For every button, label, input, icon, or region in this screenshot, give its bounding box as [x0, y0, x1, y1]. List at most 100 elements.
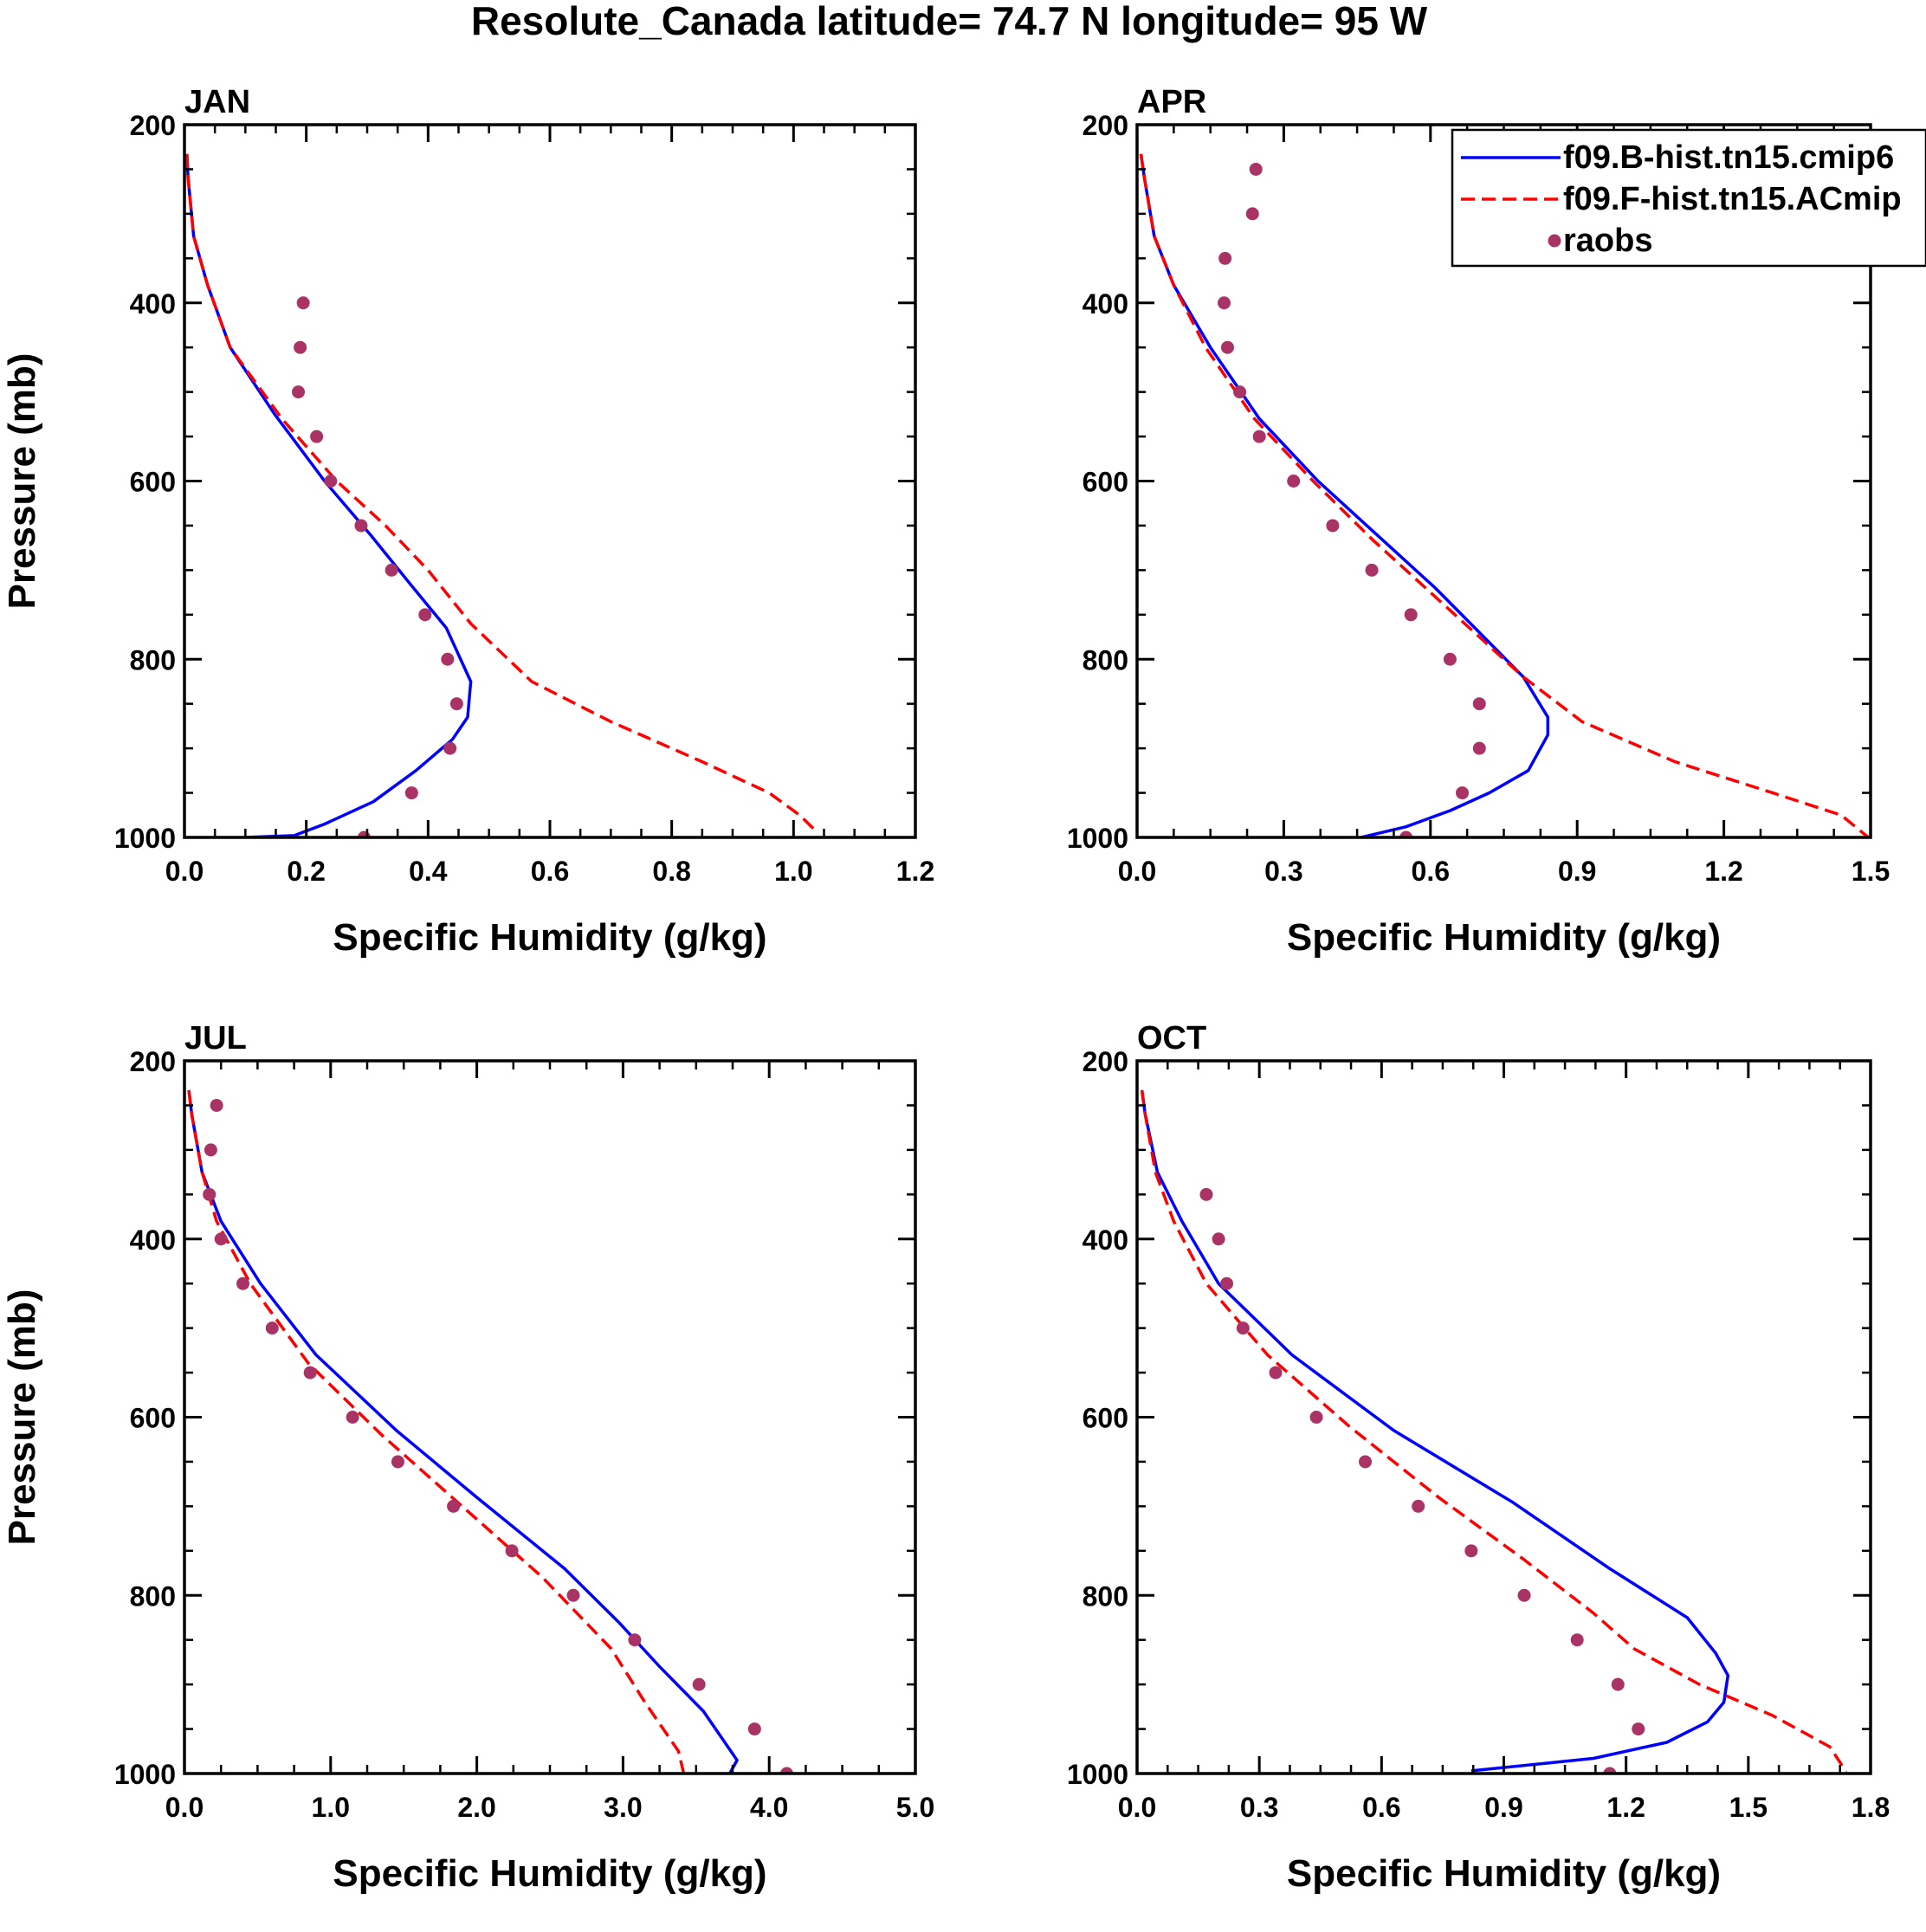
raobs-point	[779, 1767, 793, 1774]
x-tick-label: 0.0	[1118, 856, 1156, 887]
x-tick-label: 0.0	[165, 856, 204, 887]
raobs-point	[1212, 1232, 1225, 1246]
x-tick-label: 0.6	[531, 856, 569, 887]
raobs-point	[385, 563, 398, 577]
raobs-point	[1517, 1588, 1531, 1602]
x-tick-label: 1.5	[1729, 1792, 1768, 1823]
raobs-point	[1326, 519, 1340, 533]
y-tick-label: 600	[1083, 1403, 1128, 1434]
raobs-point	[292, 385, 306, 399]
raobs-point	[1570, 1633, 1584, 1647]
figure-title: Resolute_Canada latitude= 74.7 N longitu…	[471, 0, 1428, 43]
x-axis-label: Specific Humidity (g/kg)	[1287, 916, 1721, 959]
raobs-point	[204, 1143, 217, 1157]
raobs-point	[1603, 1767, 1617, 1774]
raobs-point	[1269, 1366, 1283, 1380]
panel-title-apr: APR	[1137, 84, 1206, 120]
series-group-apr	[1139, 153, 1871, 837]
raobs-point	[214, 1232, 228, 1246]
x-axis-label: Specific Humidity (g/kg)	[333, 1852, 766, 1895]
legend: f09.B-hist.tn15.cmip6 f09.F-hist.tn15.ACm…	[1451, 128, 1926, 268]
x-tick-label: 0.6	[1362, 1792, 1400, 1823]
raobs-point	[505, 1544, 519, 1558]
x-tick-label: 1.8	[1852, 1792, 1890, 1823]
raobs-point	[1309, 1411, 1323, 1424]
y-tick-label: 600	[130, 467, 176, 498]
x-tick-label: 4.0	[750, 1792, 788, 1823]
raobs-point	[1443, 652, 1457, 666]
y-tick-label: 1000	[1067, 823, 1128, 854]
y-tick-label: 1000	[114, 1759, 176, 1790]
series-group-oct	[1140, 1089, 1848, 1774]
raobs-point	[1220, 340, 1234, 354]
y-tick-label: 400	[130, 288, 176, 320]
raobs-point	[1472, 697, 1486, 711]
x-tick-label: 0.3	[1240, 1792, 1278, 1823]
raobs-point	[1287, 475, 1301, 488]
raobs-point	[692, 1677, 706, 1691]
raobs-point	[1245, 207, 1259, 221]
raobs-point	[210, 1098, 223, 1112]
line-f-hist	[1139, 153, 1871, 837]
raobs-point	[1472, 741, 1486, 755]
raobs-point	[324, 475, 338, 488]
y-tick-label: 200	[130, 110, 176, 141]
x-tick-label: 5.0	[896, 1792, 934, 1823]
raobs-point	[1220, 1276, 1234, 1290]
x-tick-label: 3.0	[604, 1792, 642, 1823]
x-tick-label: 0.0	[165, 1792, 204, 1823]
raobs-point	[443, 741, 457, 755]
line-f-hist	[187, 1089, 686, 1774]
panels: JAN 0.0 0.2 0.4 0.6 0.8 1.0 1.2 200 400 600 800 1000…	[1, 84, 1926, 1895]
y-axis-label: Pressure (mb)	[1, 353, 43, 610]
x-tick-label: 1.2	[1704, 856, 1742, 887]
raobs-point	[1249, 162, 1263, 176]
raobs-point	[354, 519, 368, 533]
x-tick-label: 1.5	[1852, 856, 1890, 887]
line-f-hist	[1140, 1089, 1848, 1773]
y-tick-label: 800	[1083, 1580, 1128, 1612]
y-tick-label: 600	[130, 1403, 176, 1434]
raobs-point	[441, 652, 455, 666]
raobs-point	[310, 430, 324, 443]
y-tick-label: 800	[1083, 644, 1128, 675]
raobs-point	[1233, 385, 1247, 399]
legend-entry-f-hist: f09.F-hist.tn15.ACmip	[1563, 181, 1902, 217]
y-tick-label: 1000	[114, 823, 176, 854]
y-tick-label: 400	[130, 1224, 176, 1256]
x-tick-label: 0.6	[1412, 856, 1450, 887]
raobs-point	[391, 1455, 404, 1469]
panel-title-jan: JAN	[184, 84, 250, 120]
series-group-jul	[187, 1089, 793, 1774]
raobs-point	[1399, 830, 1413, 837]
raobs-point	[1218, 296, 1231, 310]
raobs-point	[1365, 563, 1379, 577]
y-axis-label: Pressure (mb)	[1, 1289, 43, 1546]
y-tick-label: 400	[1083, 288, 1128, 320]
panel-title-oct: OCT	[1137, 1020, 1206, 1056]
raobs-point	[203, 1187, 217, 1201]
x-tick-label: 0.3	[1264, 856, 1302, 887]
y-tick-label: 1000	[1067, 1759, 1128, 1790]
raobs-point	[1456, 786, 1470, 800]
line-b-hist	[1140, 1089, 1730, 1773]
x-tick-label: 0.9	[1484, 1792, 1522, 1823]
y-tick-label: 200	[130, 1046, 176, 1077]
x-tick-label: 0.9	[1558, 856, 1596, 887]
y-tick-label: 800	[130, 644, 176, 675]
raobs-point	[346, 1411, 359, 1424]
raobs-point	[1412, 1499, 1425, 1513]
raobs-point	[236, 1276, 250, 1290]
raobs-point	[1632, 1722, 1645, 1736]
legend-marker-raobs	[1548, 234, 1561, 248]
y-tick-label: 200	[1083, 1046, 1128, 1077]
raobs-point	[265, 1321, 279, 1335]
x-tick-label: 0.4	[409, 856, 448, 887]
x-axis-label: Specific Humidity (g/kg)	[333, 916, 766, 959]
x-tick-label: 1.2	[896, 856, 934, 887]
raobs-point	[303, 1366, 317, 1380]
raobs-point	[418, 608, 432, 622]
raobs-point	[1236, 1321, 1250, 1335]
raobs-point	[1199, 1187, 1213, 1201]
